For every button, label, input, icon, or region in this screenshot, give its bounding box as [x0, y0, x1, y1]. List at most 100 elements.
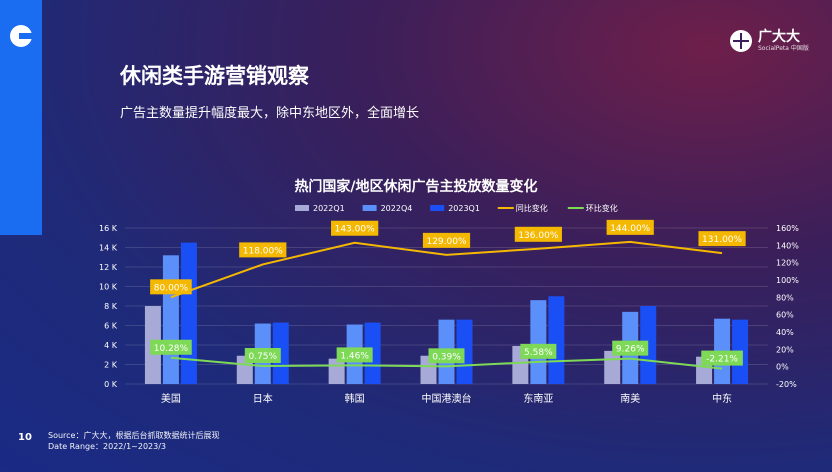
data-label-box	[698, 231, 746, 247]
page-title: 休闲类手游营销观察	[120, 64, 309, 88]
data-label-box	[701, 350, 743, 366]
data-label-text: -2.21%	[706, 355, 738, 365]
data-label: 1.46%	[336, 347, 373, 363]
data-label-text: 131.00%	[702, 235, 742, 245]
lines: 80.00% 118.00% 143.00% 129.00% 136.00% 144.00…	[150, 219, 746, 370]
data-label-text: 0.75%	[248, 352, 277, 362]
data-label-text: 144.00%	[610, 224, 650, 234]
date-range-line: Date Range：2022/1~2023/3	[48, 442, 167, 451]
line-同比变化	[170, 240, 723, 299]
data-label-text: 10.28%	[154, 344, 189, 354]
left-axis: 0 K 2 K 4 K 6 K 8 K 10 K 12 K 14 K 16 K	[99, 224, 118, 389]
line-环比变化	[170, 356, 723, 370]
left-tick-label: 8 K	[104, 302, 118, 311]
data-label: 129.00%	[422, 232, 471, 248]
left-tick-label: 16 K	[99, 224, 118, 233]
data-label-box	[422, 232, 471, 248]
data-label-text: 9.26%	[616, 345, 645, 355]
bar-2022Q1	[604, 350, 621, 384]
data-label-text: 143.00%	[335, 225, 375, 235]
category-label: 中东	[712, 392, 732, 405]
data-label-box	[612, 340, 649, 356]
data-label-box	[244, 348, 281, 364]
data-label: 9.26%	[612, 340, 649, 356]
data-label-box	[336, 347, 373, 363]
bar-2022Q1	[328, 358, 345, 384]
bar-2023Q1	[180, 242, 197, 384]
bar-2023Q1	[548, 296, 565, 384]
left-tick-label: 6 K	[104, 322, 118, 331]
data-label-box	[606, 219, 654, 235]
right-tick-label: 40%	[776, 328, 794, 337]
data-label-text: 118.00%	[243, 246, 283, 256]
data-label-box	[514, 226, 562, 242]
data-label-text: 5.58%	[524, 348, 553, 358]
left-tick-label: 12 K	[99, 263, 118, 272]
legend-label: 2022Q1	[313, 204, 345, 213]
right-tick-label: 160%	[776, 224, 799, 233]
right-tick-label: 140%	[776, 241, 799, 250]
data-label: -2.21%	[701, 350, 743, 366]
data-label-text: 80.00%	[154, 283, 189, 293]
data-label-text: 129.00%	[426, 237, 466, 247]
brand-sub: SocialPeta 中国版	[758, 45, 809, 52]
category-label: 南美	[620, 392, 640, 405]
right-tick-label: 0%	[776, 363, 789, 372]
left-tick-label: 14 K	[99, 244, 118, 253]
left-tick-label: 4 K	[104, 341, 118, 350]
legend-label: 同比变化	[516, 203, 548, 213]
brand-icon	[730, 30, 752, 52]
bar-2022Q4	[530, 300, 547, 384]
page-number: 10	[18, 432, 32, 443]
left-accent-bar	[0, 0, 42, 235]
legend: 2022Q1 2022Q4 2023Q1 同比变化 环比变化	[295, 203, 618, 213]
left-tick-label: 0 K	[104, 380, 118, 389]
right-tick-label: 20%	[776, 345, 794, 354]
category-label: 美国	[161, 392, 181, 405]
data-label-box	[428, 348, 465, 364]
category-label: 东南亚	[523, 392, 553, 405]
right-tick-label: -20%	[776, 380, 797, 389]
category-label: 中国港澳台	[422, 392, 472, 405]
right-tick-label: 80%	[776, 293, 794, 302]
legend-label: 环比变化	[586, 203, 618, 213]
data-label: 131.00%	[698, 231, 746, 247]
data-label-box	[331, 220, 379, 236]
data-label-box	[239, 242, 287, 258]
data-label-box	[150, 339, 192, 355]
category-label: 日本	[253, 392, 273, 405]
right-tick-label: 120%	[776, 259, 799, 268]
page-subtitle: 广告主数量提升幅度最大，除中东地区外，全面增长	[120, 106, 420, 121]
chart-title: 热门国家/地区休闲广告主投放数量变化	[294, 179, 538, 195]
legend-label: 2022Q4	[381, 204, 413, 213]
data-label: 143.00%	[331, 220, 379, 236]
legend-label: 2023Q1	[448, 204, 480, 213]
left-tick-label: 10 K	[99, 283, 118, 292]
data-label-text: 136.00%	[518, 231, 558, 241]
right-tick-label: 100%	[776, 276, 799, 285]
legend-swatch	[430, 205, 445, 211]
logo-icon	[10, 25, 32, 47]
right-axis: -20% 0% 20% 40% 60% 80% 100% 120% 140% 160%	[776, 224, 799, 389]
source-line: Source：广大大，根据后台抓取数据统计后展现	[48, 431, 220, 440]
legend-swatch	[362, 205, 377, 211]
category-labels: 美国 日本 韩国 中国港澳台 东南亚 南美 中东	[161, 392, 732, 405]
bar-2022Q4	[162, 255, 179, 384]
data-label-box	[520, 343, 557, 359]
data-label: 5.58%	[520, 343, 557, 359]
category-label: 韩国	[345, 392, 365, 405]
data-label-text: 1.46%	[340, 351, 369, 361]
data-label-box	[150, 279, 192, 295]
data-label: 80.00%	[150, 279, 192, 295]
legend-swatch	[295, 205, 309, 211]
data-label: 10.28%	[150, 339, 192, 355]
source-note: Source：广大大，根据后台抓取数据统计后展现 Date Range：2022…	[48, 430, 219, 452]
brand-logo: 广大大 SocialPeta 中国版	[730, 30, 809, 52]
data-label: 136.00%	[514, 226, 562, 242]
data-label: 118.00%	[239, 242, 287, 258]
left-tick-label: 2 K	[104, 361, 118, 370]
right-tick-label: 60%	[776, 311, 794, 320]
data-label: 0.75%	[244, 348, 281, 364]
brand-name: 广大大	[758, 29, 800, 45]
